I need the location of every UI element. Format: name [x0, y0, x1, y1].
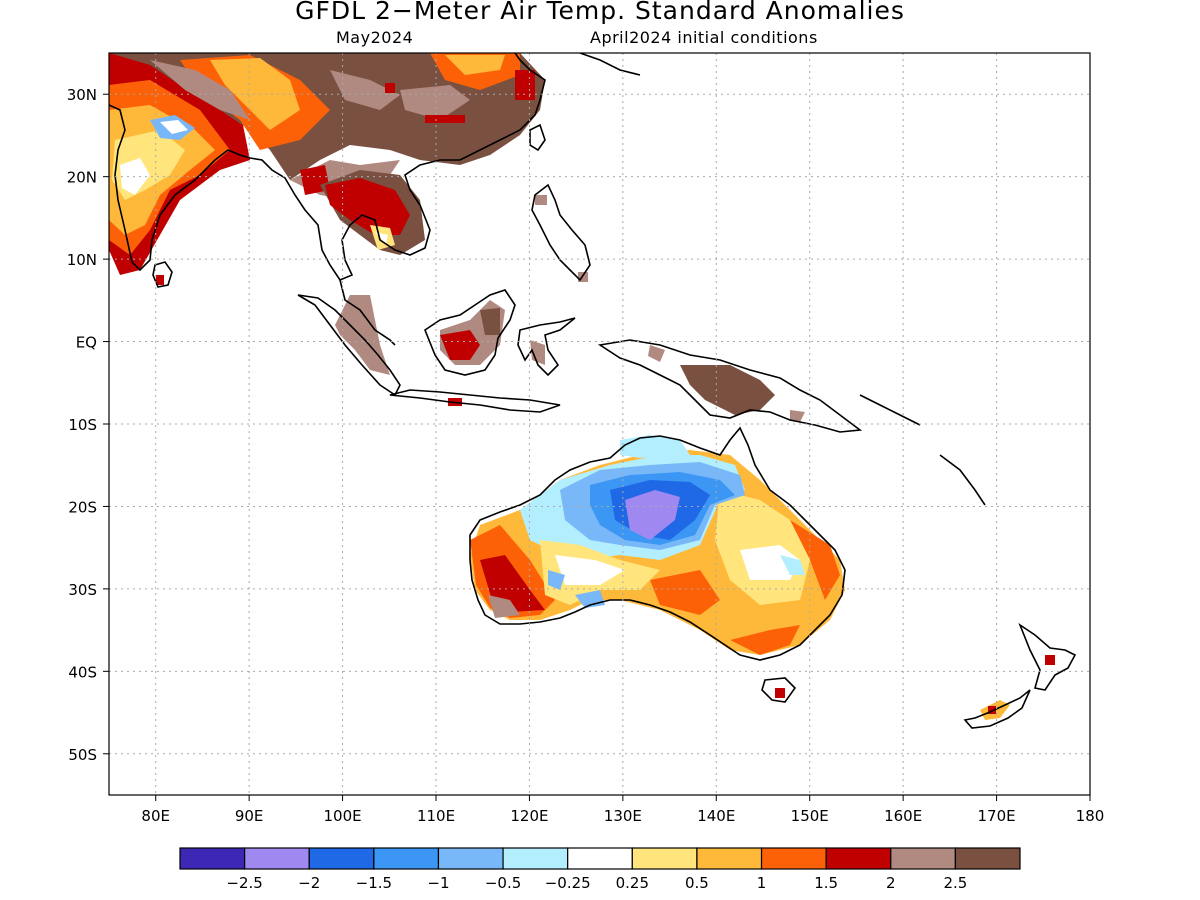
new-zealand-south-coast — [963, 689, 1031, 729]
java-coast — [389, 389, 561, 413]
valid-month: May2024 — [336, 28, 414, 47]
australia-coast — [469, 426, 846, 661]
colorbar-swatch — [954, 847, 1021, 870]
colorbar-swatch — [502, 847, 569, 870]
colorbar-label: −0.25 — [545, 874, 591, 892]
colorbar-label: −0.5 — [485, 874, 521, 892]
malay-peninsula-coast — [339, 279, 396, 346]
sri-lanka-coast — [152, 261, 173, 288]
latitude-axis: 30N 20N 10N EQ 10S 20S 30S 40S 50S — [67, 86, 109, 764]
colorbar-label: −2 — [298, 874, 320, 892]
indochina-coast — [249, 53, 546, 281]
x-tick-label: 170E — [978, 807, 1016, 825]
y-tick-label: 50S — [68, 746, 97, 764]
x-tick-label: 140E — [697, 807, 735, 825]
colorbar-swatch — [631, 847, 698, 870]
x-tick-label: 100E — [324, 807, 362, 825]
colorbar-label: −1.5 — [356, 874, 392, 892]
plot-frame — [108, 52, 1091, 796]
tasmania-coast — [761, 677, 797, 703]
india-coast — [109, 104, 251, 272]
x-tick-label: 110E — [417, 807, 455, 825]
x-tick-label: 180 — [1076, 807, 1105, 825]
colorbar-label: −1 — [427, 874, 449, 892]
y-tick-label: 20N — [67, 169, 97, 187]
colorbar-label: −2.5 — [226, 874, 262, 892]
japan-ryukyu-coast — [579, 53, 641, 76]
borneo-coast — [424, 289, 516, 376]
colorbar-label: 2.5 — [943, 874, 967, 892]
y-tick-label: 20S — [68, 498, 97, 516]
coastlines — [109, 53, 1077, 729]
colorbar-swatch — [308, 847, 375, 870]
philippines-coast — [531, 183, 591, 282]
y-tick-label: 30N — [67, 86, 97, 104]
colorbar-swatch — [760, 847, 827, 870]
australia-anomaly — [470, 435, 845, 698]
colorbar-swatch — [567, 847, 633, 870]
colorbar-swatch — [696, 847, 763, 870]
y-tick-label: 10N — [67, 251, 97, 269]
taiwan-coast — [529, 123, 546, 152]
colorbar-swatch — [437, 847, 504, 870]
y-tick-label: EQ — [76, 334, 97, 352]
colorbar-swatch — [373, 847, 440, 870]
colorbar-swatch — [244, 847, 310, 870]
graticule — [109, 53, 1090, 795]
india-anomaly — [109, 53, 250, 285]
colorbar-label: 2 — [886, 874, 896, 892]
x-tick-label: 160E — [884, 807, 922, 825]
x-tick-label: 130E — [604, 807, 642, 825]
colorbar-label: 0.25 — [616, 874, 649, 892]
anomaly-shading — [109, 53, 1055, 720]
x-tick-label: 150E — [791, 807, 829, 825]
y-tick-label: 40S — [68, 663, 97, 681]
y-tick-label: 10S — [68, 416, 97, 434]
y-tick-label: 30S — [68, 581, 97, 599]
x-tick-label: 120E — [510, 807, 548, 825]
new-guinea-coast — [597, 339, 863, 433]
colorbar-swatch — [825, 847, 892, 870]
x-tick-label: 90E — [235, 807, 264, 825]
colorbar-label: 1 — [757, 874, 767, 892]
sulawesi-coast — [517, 317, 576, 377]
colorbar-swatch — [179, 847, 246, 870]
colorbar-label: 0.5 — [685, 874, 709, 892]
new-zealand-north-coast — [1018, 622, 1077, 691]
map-title: GFDL 2−Meter Air Temp. Standard Anomalie… — [295, 0, 905, 25]
sumatra-coast — [297, 294, 401, 397]
solomon-vanuatu-coast — [859, 394, 986, 506]
colorbar-swatch — [890, 847, 956, 870]
indonesia-anomaly — [335, 195, 805, 422]
initial-conditions: April2024 initial conditions — [590, 28, 818, 47]
x-tick-label: 80E — [141, 807, 170, 825]
colorbar-label: 1.5 — [814, 874, 838, 892]
longitude-axis: 80E 90E 100E 110E 120E 130E 140E 150E 160E 170E 18… — [141, 795, 1104, 825]
indochina-anomaly — [320, 170, 425, 255]
colorbar: −2.5 −2 −1.5 −1 −0.5 −0.25 0.25 0.5 1 1.5 2 2.5 — [179, 847, 1021, 892]
